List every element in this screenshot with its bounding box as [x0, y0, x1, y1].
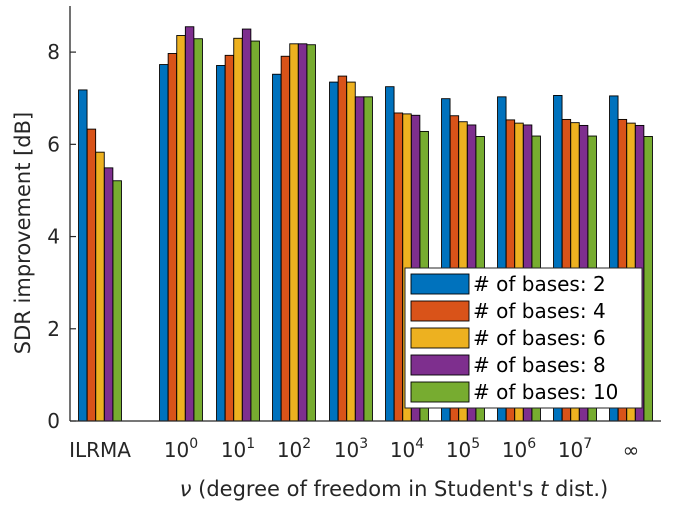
x-tick-label: 107 [558, 436, 592, 462]
y-tick-label: 4 [47, 225, 60, 249]
y-axis-label: SDR improvement [dB] [11, 112, 35, 354]
y-tick-label: 0 [47, 409, 60, 433]
x-ticks-group: ILRMA 100 101 102 103 104 105 106 107 ∞ [69, 436, 639, 462]
x-tick-label: 102 [277, 436, 311, 462]
bar [363, 96, 373, 422]
legend: # of bases: 2 # of bases: 4 # of bases: 6 #… [404, 267, 643, 409]
bar [78, 89, 88, 422]
x-tick-label: 100 [164, 436, 198, 462]
bar [95, 151, 105, 422]
legend-swatch [410, 300, 470, 322]
bar [112, 180, 122, 422]
bar [329, 81, 339, 422]
bar [103, 167, 114, 422]
bar [306, 44, 316, 422]
bar [354, 96, 365, 422]
y-tick-label: 2 [47, 317, 60, 341]
x-axis-label: ν (degree of freedom in Student's t dist… [180, 477, 609, 501]
bar [272, 73, 282, 422]
y-tick-label: 8 [47, 40, 60, 64]
x-tick-label: 106 [502, 436, 536, 462]
legend-swatch [410, 273, 470, 295]
x-tick-label: ∞ [623, 438, 640, 462]
bar [289, 43, 299, 422]
bar [643, 136, 653, 422]
y-tick-label: 6 [47, 132, 60, 156]
axes-group [69, 6, 661, 422]
legend-swatch [410, 381, 470, 403]
x-tick-label: ILRMA [69, 438, 131, 462]
bar [216, 65, 226, 422]
bar [337, 75, 348, 422]
bar [233, 37, 243, 422]
x-tick-label: 103 [334, 436, 368, 462]
y-ticks-group: 0 2 4 6 8 [47, 40, 76, 433]
x-tick-label: 105 [446, 436, 480, 462]
bar [176, 35, 186, 422]
bar [167, 53, 178, 422]
bar [86, 128, 97, 422]
bar [184, 26, 195, 422]
bar [159, 64, 169, 422]
legend-label: # of bases: 4 [473, 299, 606, 323]
legend-label: # of bases: 6 [473, 326, 606, 350]
legend-swatch [410, 327, 470, 349]
bar [385, 86, 395, 422]
x-tick-label: 101 [221, 436, 255, 462]
legend-label: # of bases: 8 [473, 353, 606, 377]
legend-label: # of bases: 2 [473, 272, 606, 296]
bar [393, 112, 404, 422]
bar [241, 28, 252, 422]
legend-label: # of bases: 10 [473, 380, 618, 404]
bar [193, 38, 203, 422]
legend-swatch [410, 354, 470, 376]
bar [280, 55, 291, 422]
bar [224, 54, 235, 422]
bar [250, 40, 260, 422]
bar [297, 43, 308, 422]
x-tick-label: 104 [390, 436, 424, 462]
bar [346, 81, 356, 422]
